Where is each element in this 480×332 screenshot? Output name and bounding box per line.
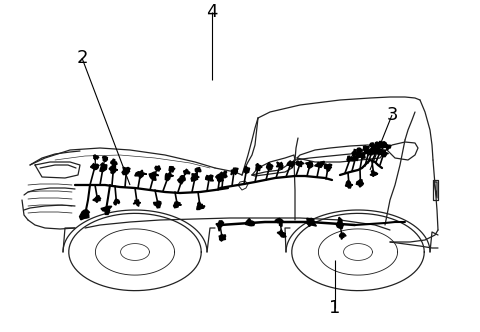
Polygon shape [347, 156, 354, 161]
Polygon shape [114, 199, 120, 205]
Polygon shape [363, 146, 369, 151]
Polygon shape [109, 165, 118, 174]
Text: 3: 3 [386, 106, 398, 124]
Polygon shape [244, 166, 250, 173]
Polygon shape [275, 218, 284, 226]
Polygon shape [183, 169, 190, 175]
Polygon shape [287, 161, 295, 167]
Polygon shape [103, 156, 108, 162]
Polygon shape [90, 164, 99, 170]
Polygon shape [149, 172, 159, 180]
Polygon shape [174, 202, 181, 208]
Polygon shape [346, 180, 353, 188]
Polygon shape [374, 147, 382, 153]
Polygon shape [122, 167, 130, 175]
Polygon shape [380, 150, 388, 157]
Polygon shape [296, 161, 304, 167]
Polygon shape [256, 163, 262, 171]
Polygon shape [155, 166, 161, 171]
Polygon shape [357, 148, 362, 153]
Polygon shape [336, 217, 344, 228]
Polygon shape [377, 149, 384, 155]
Polygon shape [370, 170, 378, 177]
Polygon shape [266, 162, 273, 170]
Polygon shape [80, 210, 89, 220]
Polygon shape [352, 154, 359, 161]
Polygon shape [197, 202, 205, 209]
Polygon shape [277, 229, 286, 237]
Polygon shape [375, 142, 380, 147]
Text: 4: 4 [206, 3, 218, 21]
Polygon shape [365, 150, 373, 155]
Polygon shape [358, 153, 365, 159]
Polygon shape [245, 218, 255, 226]
Polygon shape [379, 141, 384, 148]
Polygon shape [195, 168, 201, 172]
Polygon shape [154, 201, 161, 208]
Polygon shape [165, 171, 173, 181]
Polygon shape [339, 233, 346, 239]
Polygon shape [307, 218, 316, 226]
Polygon shape [135, 170, 147, 178]
Polygon shape [169, 167, 175, 172]
Polygon shape [324, 164, 332, 172]
Polygon shape [386, 144, 391, 150]
Polygon shape [352, 149, 359, 155]
Polygon shape [276, 162, 283, 170]
Polygon shape [216, 174, 224, 182]
Polygon shape [356, 180, 363, 187]
Text: 2: 2 [76, 49, 88, 67]
Polygon shape [231, 168, 238, 175]
Polygon shape [219, 234, 226, 241]
Polygon shape [383, 142, 388, 147]
Polygon shape [100, 163, 107, 172]
Polygon shape [94, 155, 99, 160]
Polygon shape [133, 200, 141, 206]
Text: 1: 1 [329, 299, 341, 317]
Polygon shape [370, 143, 375, 149]
Polygon shape [368, 147, 376, 155]
Polygon shape [306, 162, 313, 168]
Polygon shape [219, 171, 227, 178]
Polygon shape [205, 175, 214, 181]
Polygon shape [93, 196, 101, 203]
Polygon shape [314, 161, 324, 167]
Polygon shape [216, 221, 224, 231]
Polygon shape [111, 159, 117, 166]
Polygon shape [178, 176, 185, 184]
Polygon shape [101, 206, 112, 214]
Polygon shape [191, 173, 199, 181]
